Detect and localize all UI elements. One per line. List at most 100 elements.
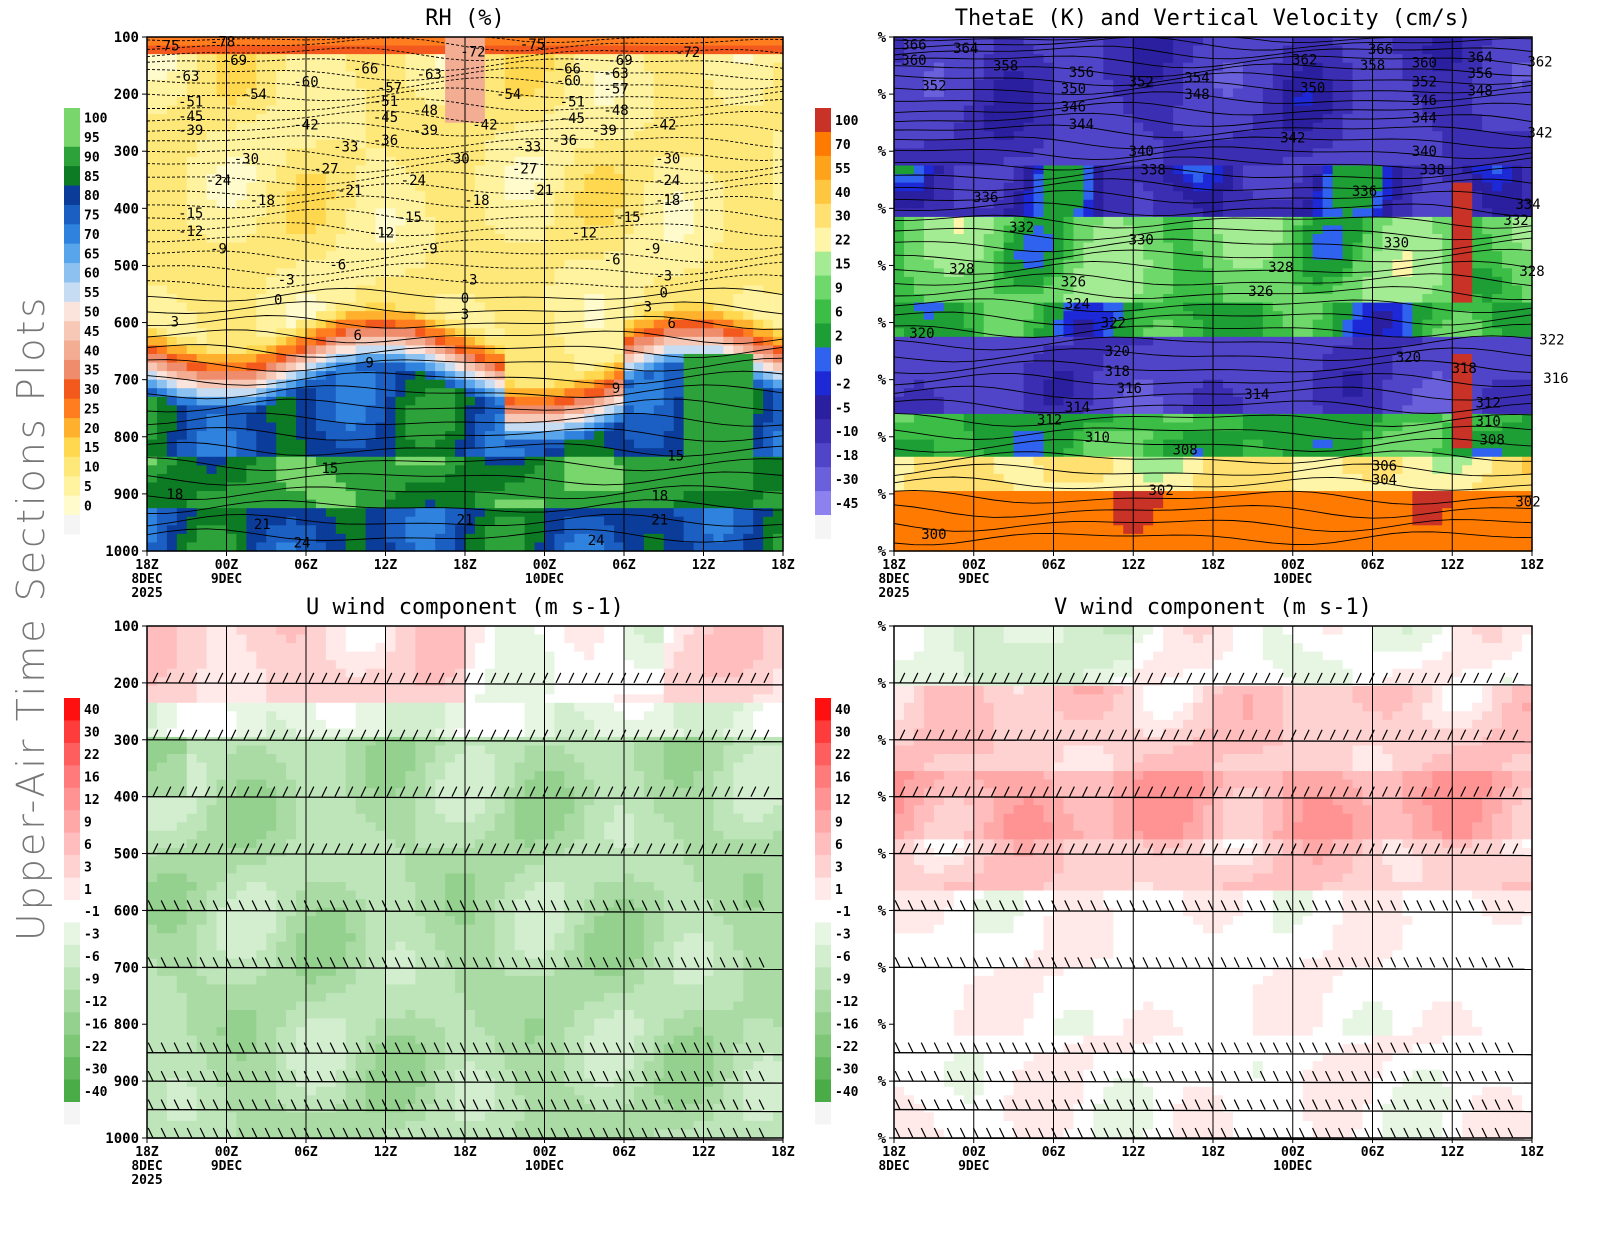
field-cell bbox=[166, 139, 178, 149]
field-cell bbox=[693, 234, 705, 244]
field-cell bbox=[743, 54, 754, 64]
field-cell bbox=[753, 413, 764, 424]
field-cell bbox=[574, 533, 585, 544]
field-cell bbox=[733, 54, 744, 64]
field-cell bbox=[435, 208, 446, 218]
field-cell bbox=[335, 379, 347, 389]
field-cell bbox=[435, 542, 446, 552]
field-cell bbox=[923, 413, 935, 424]
field-cell bbox=[653, 234, 665, 244]
field-cell bbox=[763, 482, 774, 492]
field-cell bbox=[673, 45, 685, 55]
field-cell bbox=[643, 105, 655, 115]
field-cell bbox=[894, 234, 905, 244]
field-cell bbox=[703, 379, 715, 389]
field-cell bbox=[484, 371, 496, 381]
field-cell bbox=[574, 54, 585, 64]
field-cell bbox=[435, 182, 446, 192]
field-cell bbox=[544, 396, 556, 406]
field-cell bbox=[236, 216, 247, 227]
field-cell bbox=[933, 285, 945, 295]
field-cell bbox=[584, 208, 595, 218]
field-cell bbox=[983, 362, 995, 372]
field-cell bbox=[693, 199, 705, 209]
field-cell bbox=[723, 191, 734, 201]
field-cell bbox=[494, 396, 506, 406]
field-cell bbox=[176, 336, 188, 346]
field-cell bbox=[643, 165, 655, 175]
field-cell bbox=[286, 328, 297, 338]
field-cell bbox=[993, 45, 1005, 55]
field-cell bbox=[256, 71, 267, 81]
field-cell bbox=[743, 345, 754, 355]
field-cell bbox=[176, 216, 188, 227]
field-cell bbox=[186, 311, 198, 321]
field-cell bbox=[425, 379, 436, 389]
field-cell bbox=[325, 353, 337, 364]
field-cell bbox=[1023, 345, 1035, 355]
field-cell bbox=[973, 285, 985, 295]
field-cell bbox=[903, 294, 915, 304]
field-cell bbox=[186, 71, 198, 81]
field-cell bbox=[365, 482, 377, 492]
field-cell bbox=[176, 276, 188, 287]
field-cell bbox=[405, 37, 416, 47]
field-cell bbox=[455, 422, 466, 432]
field-cell bbox=[953, 45, 965, 55]
field-cell bbox=[1033, 473, 1045, 484]
field-cell bbox=[933, 311, 945, 321]
field-cell bbox=[763, 345, 774, 355]
field-cell bbox=[216, 259, 228, 269]
field-cell bbox=[1013, 379, 1025, 389]
field-cell bbox=[693, 413, 705, 424]
field-cell bbox=[594, 242, 605, 252]
field-cell bbox=[335, 491, 347, 501]
field-cell bbox=[594, 139, 605, 149]
field-cell bbox=[236, 96, 247, 107]
field-cell bbox=[216, 439, 228, 449]
field-cell bbox=[594, 225, 605, 235]
field-cell bbox=[903, 234, 915, 244]
field-cell bbox=[663, 268, 675, 278]
field-cell bbox=[703, 216, 715, 227]
field-cell bbox=[624, 156, 635, 167]
field-cell bbox=[653, 45, 665, 55]
field-cell bbox=[943, 37, 955, 47]
field-cell bbox=[236, 405, 247, 415]
field-cell bbox=[315, 148, 327, 158]
field-cell bbox=[147, 45, 158, 55]
field-cell bbox=[504, 165, 516, 175]
field-cell bbox=[723, 71, 734, 81]
field-cell bbox=[633, 499, 645, 509]
field-cell bbox=[315, 542, 327, 552]
field-cell bbox=[773, 174, 784, 184]
field-cell bbox=[1003, 199, 1015, 209]
field-cell bbox=[894, 225, 905, 235]
field-cell bbox=[355, 165, 367, 175]
field-cell bbox=[484, 413, 496, 424]
field-cell bbox=[594, 319, 605, 329]
field-cell bbox=[584, 542, 595, 552]
field-cell bbox=[246, 122, 257, 132]
field-cell bbox=[544, 165, 556, 175]
field-cell bbox=[395, 122, 406, 132]
field-cell bbox=[1013, 311, 1025, 321]
field-cell bbox=[484, 165, 496, 175]
field-cell bbox=[594, 362, 605, 372]
field-cell bbox=[196, 208, 208, 218]
field-cell bbox=[973, 439, 985, 449]
field-cell bbox=[395, 362, 406, 372]
field-cell bbox=[395, 139, 406, 149]
x-tick-label: 18Z bbox=[453, 558, 477, 573]
x-tick-label: 00Z bbox=[215, 558, 239, 573]
field-cell bbox=[206, 456, 218, 466]
field-cell bbox=[266, 302, 277, 312]
field-cell bbox=[983, 319, 995, 329]
field-cell bbox=[405, 516, 416, 526]
field-cell bbox=[743, 182, 754, 192]
field-cell bbox=[963, 353, 975, 364]
field-cell bbox=[683, 37, 695, 47]
field-cell bbox=[564, 431, 575, 441]
field-cell bbox=[594, 499, 605, 509]
field-cell bbox=[474, 148, 486, 158]
